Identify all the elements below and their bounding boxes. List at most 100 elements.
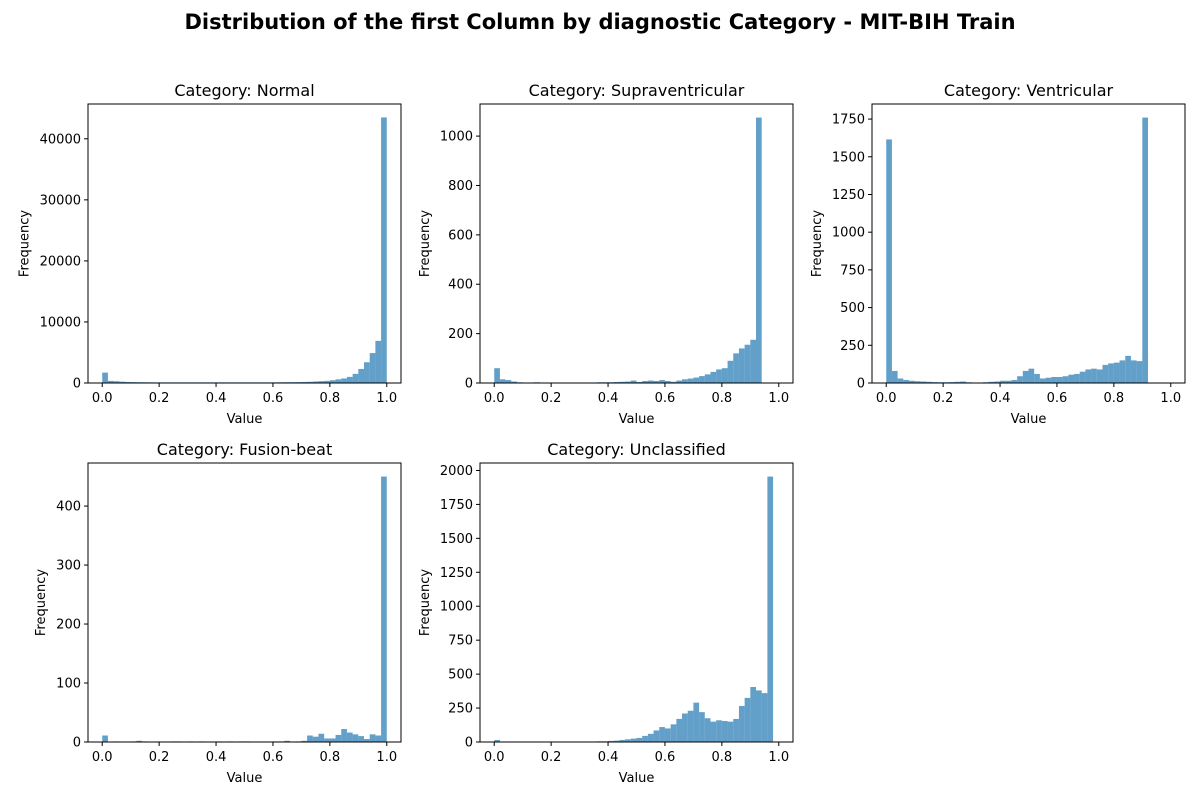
x-tick-label: 0.2: [541, 750, 562, 765]
histogram-bar: [1125, 355, 1131, 383]
plot-frame: [87, 103, 402, 384]
y-tick-label: 40000: [40, 132, 81, 147]
histogram-bar: [914, 381, 921, 383]
histogram-bar: [113, 381, 120, 383]
y-tick-label: 300: [56, 559, 81, 574]
x-tick-label: 0.8: [712, 391, 733, 406]
histogram-bar: [494, 739, 500, 742]
histogram-bar: [886, 139, 892, 383]
histogram-bar: [733, 353, 739, 383]
histogram-bar: [381, 117, 387, 384]
histogram-bar: [920, 381, 927, 383]
histogram-bar: [994, 381, 1001, 383]
histogram-panel-3: 0.0 0.2 0.4 0.6 0.8 1.0 0 250 500 750 1000 1250 1500…: [810, 81, 1186, 427]
x-tick-label: 1.0: [768, 391, 789, 406]
y-tick-label: 250: [840, 339, 865, 354]
histogram-bar: [358, 368, 365, 383]
histogram-bar: [494, 368, 500, 383]
x-tick-label: 0.0: [92, 750, 113, 765]
histogram-bar: [511, 381, 517, 383]
x-tick-label: 0.6: [263, 391, 284, 406]
histogram-bar: [664, 381, 671, 383]
histogram-bar: [710, 721, 717, 742]
x-tick-label: 1.0: [376, 391, 397, 406]
y-axis-label: Frequency: [34, 569, 49, 636]
y-tick-label: 200: [56, 618, 81, 633]
histogram-bar: [1062, 376, 1069, 383]
histogram-bar: [710, 371, 717, 383]
figure-title: Distribution of the first Column by diag…: [184, 10, 1016, 34]
histogram-bar: [744, 697, 751, 742]
histogram-bars: [494, 117, 762, 383]
y-tick-label: 2000: [440, 464, 473, 479]
y-tick-label: 1000: [832, 226, 865, 241]
histogram-bar: [1096, 369, 1103, 383]
y-tick-label: 1000: [440, 130, 473, 145]
x-tick-label: 0.0: [484, 750, 505, 765]
y-tick-label: 200: [448, 327, 473, 342]
histogram-bar: [107, 380, 114, 383]
x-tick-label: 0.2: [933, 391, 954, 406]
histogram-bar: [364, 739, 370, 742]
histogram-bar: [1005, 380, 1012, 383]
histogram-bar: [284, 740, 291, 742]
histogram-bar: [908, 380, 915, 383]
histogram-bar: [318, 381, 325, 383]
x-tick-label: 0.4: [206, 750, 227, 765]
histogram-bar: [1142, 117, 1149, 383]
histogram-bar: [1079, 371, 1086, 383]
histogram-bar: [102, 735, 108, 742]
histogram-bar: [312, 736, 319, 742]
histogram-bar: [664, 728, 671, 742]
histogram-bar: [682, 379, 688, 383]
histogram-bar: [1113, 362, 1120, 383]
y-axis-label: Frequency: [18, 210, 33, 277]
histogram-bar: [670, 381, 677, 383]
histogram-bar: [960, 381, 966, 383]
histogram-bar: [716, 720, 722, 742]
histogram-bar: [324, 380, 330, 383]
histogram-bar: [699, 376, 705, 383]
histogram-bar: [1022, 370, 1029, 383]
histogram-bar: [750, 687, 757, 742]
histogram-bar: [738, 348, 745, 383]
y-tick-label: 250: [448, 702, 473, 717]
histogram-bar: [727, 360, 734, 383]
plot-frame: [479, 103, 794, 384]
x-axis-label: Value: [227, 771, 263, 786]
histogram-bar: [1011, 379, 1018, 383]
histogram-bar: [619, 739, 626, 742]
x-tick-label: 0.4: [990, 391, 1011, 406]
histogram-bar: [613, 740, 620, 742]
histogram-bar: [636, 737, 643, 742]
histogram-bar: [1039, 378, 1046, 383]
histogram-bar: [307, 735, 313, 742]
x-tick-label: 0.6: [655, 750, 676, 765]
histogram-bar: [625, 381, 631, 383]
histogram-bar: [625, 739, 631, 742]
y-tick-label: 400: [56, 500, 81, 515]
y-tick-label: 400: [448, 278, 473, 293]
y-tick-label: 0: [857, 377, 865, 392]
x-axis-label: Value: [227, 412, 263, 427]
histogram-bar: [1034, 373, 1040, 383]
histogram-bar: [329, 380, 336, 383]
x-tick-label: 0.2: [541, 391, 562, 406]
histogram-bar: [693, 377, 700, 383]
histogram-bar: [750, 339, 757, 383]
panel-title: Category: Fusion-beat: [157, 440, 332, 459]
histogram-bar: [1000, 380, 1006, 383]
histogram-bar: [352, 734, 359, 742]
histogram-bar: [364, 362, 370, 383]
y-tick-label: 1000: [440, 600, 473, 615]
histogram-bar: [1119, 360, 1126, 383]
x-tick-label: 0.0: [92, 391, 113, 406]
panel-title: Category: Normal: [174, 81, 314, 100]
histogram-bar: [301, 740, 308, 742]
y-tick-label: 0: [73, 736, 81, 751]
histogram-bar: [341, 729, 347, 742]
histogram-bar: [727, 721, 734, 742]
histogram-bar: [687, 378, 694, 383]
x-tick-label: 0.6: [655, 391, 676, 406]
panel-title: Category: Ventricular: [944, 81, 1114, 100]
